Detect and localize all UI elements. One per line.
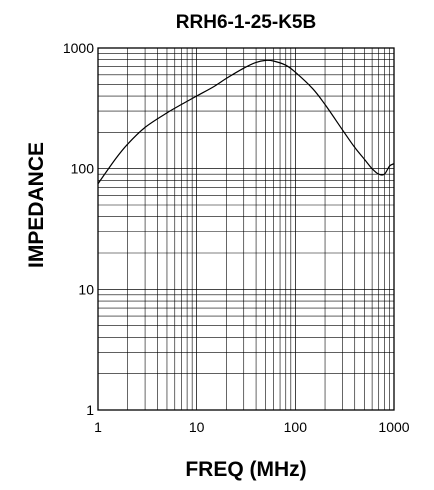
x-tick-label: 1000	[378, 419, 409, 435]
impedance-curve	[97, 59, 395, 185]
x-tick-label: 10	[189, 419, 205, 435]
chart-title: RRH6-1-25-K5B	[176, 12, 316, 33]
y-tick-label: 10	[78, 281, 94, 297]
x-axis-label: FREQ (MHz)	[185, 458, 306, 481]
y-tick-labels: 1 10 100 1000	[63, 40, 94, 418]
x-tick-label: 1	[94, 419, 102, 435]
x-tick-label: 100	[284, 419, 308, 435]
y-tick-label: 100	[71, 161, 95, 177]
plot-frame	[97, 47, 395, 411]
y-axis-label: IMPEDANCE	[25, 142, 48, 268]
y-tick-label: 1000	[63, 40, 94, 56]
x-tick-labels: 1 10 100 1000	[94, 419, 410, 435]
y-tick-label: 1	[86, 402, 94, 418]
grid	[97, 47, 395, 411]
